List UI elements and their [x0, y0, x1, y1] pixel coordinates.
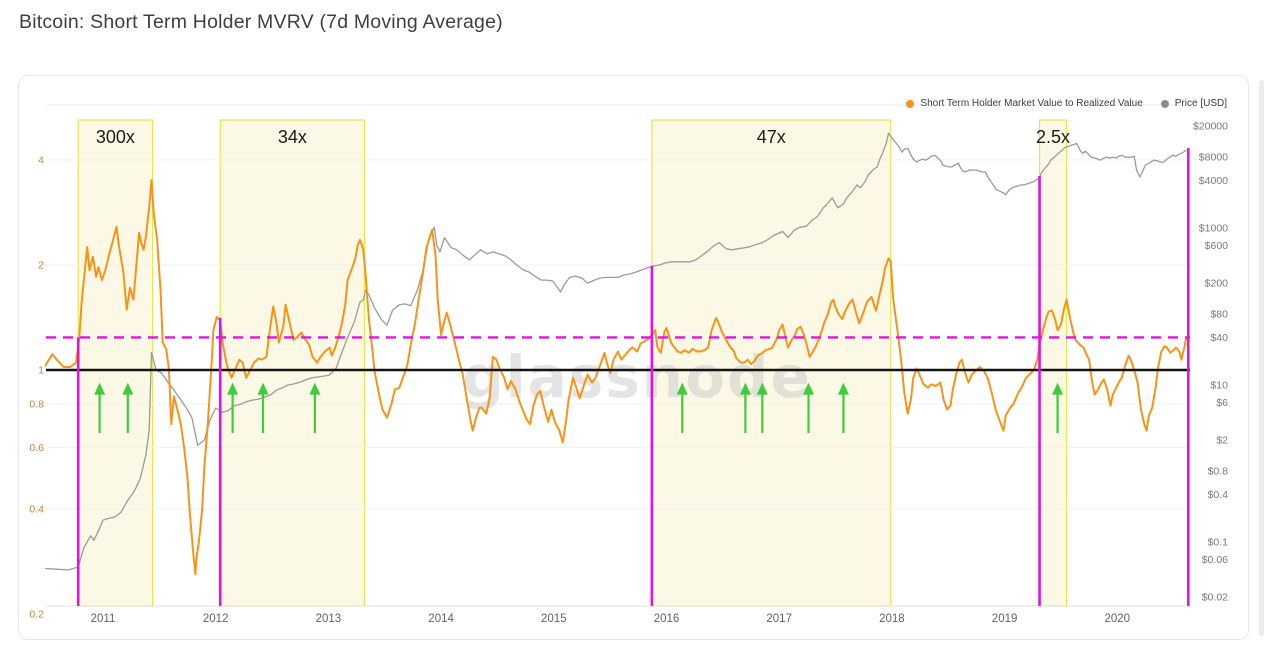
highlight-region-300x: [77, 119, 154, 607]
x-axis-tick: 2012: [203, 613, 229, 625]
right-axis-tick: $40: [1210, 332, 1228, 344]
x-axis-tick: 2017: [766, 613, 792, 625]
right-axis-tick: $0.4: [1208, 489, 1229, 501]
price-line: [44, 132, 1187, 571]
left-axis-tick: 0.6: [29, 442, 44, 454]
legend-dot-icon: [1160, 99, 1169, 108]
legend-label: Short Term Holder Market Value to Realiz…: [920, 98, 1143, 109]
buy-arrow-head: [756, 382, 768, 395]
right-axis-tick: $8000: [1199, 152, 1228, 164]
right-axis-tick: $0.02: [1202, 591, 1228, 603]
mvrv-line: [44, 179, 1187, 576]
buy-arrow-head: [803, 382, 815, 395]
vertical-scrollbar[interactable]: [1259, 80, 1264, 636]
region-label-34x: 34x: [278, 127, 307, 147]
left-axis-tick: 0.4: [29, 503, 44, 515]
right-axis-tick: $2: [1216, 434, 1228, 446]
legend-dot-icon: [906, 99, 915, 108]
right-axis-tick: $4000: [1199, 175, 1228, 187]
left-axis-tick: 0.8: [29, 398, 44, 410]
x-axis-tick: 2011: [91, 613, 116, 625]
x-axis-tick: 2018: [879, 613, 905, 625]
buy-arrow-head: [837, 382, 849, 395]
right-axis-tick: $0.06: [1202, 554, 1228, 566]
x-axis-tick: 2016: [654, 613, 680, 625]
left-axis-tick: 1: [38, 365, 44, 377]
x-axis-tick: 2019: [992, 613, 1018, 625]
left-axis-tick: 2: [38, 259, 44, 271]
x-axis-tick: 2015: [541, 613, 567, 625]
highlight-region-2.5x: [1038, 119, 1068, 607]
x-axis-tick: 2013: [316, 613, 342, 625]
highlight-region-47x: [651, 119, 892, 607]
legend-item-mvrv[interactable]: Short Term Holder Market Value to Realiz…: [906, 98, 1143, 109]
left-axis-tick: 0.2: [29, 608, 44, 620]
right-axis-tick: $10: [1210, 380, 1228, 392]
buy-arrow-head: [94, 382, 106, 395]
region-label-2.5x: 2.5x: [1036, 127, 1070, 147]
right-axis-tick: $20000: [1193, 120, 1228, 132]
left-axis-tick: 4: [38, 154, 44, 166]
right-axis-tick: $80: [1210, 309, 1228, 321]
legend: Short Term Holder Market Value to Realiz…: [906, 98, 1227, 109]
legend-label: Price [USD]: [1174, 98, 1227, 109]
right-axis-tick: $0.8: [1208, 466, 1229, 478]
right-axis-tick: $1000: [1199, 223, 1228, 235]
highlight-region-34x: [219, 119, 366, 607]
glassnode-watermark-logo: glassnode: [462, 343, 812, 411]
buy-arrow-head: [309, 382, 321, 395]
buy-arrow-head: [676, 382, 688, 395]
legend-item-price[interactable]: Price [USD]: [1160, 98, 1227, 109]
buy-arrow-head: [257, 382, 269, 395]
buy-arrow-head: [739, 382, 751, 395]
right-axis-tick: $200: [1205, 277, 1229, 289]
right-axis-tick: $0.1: [1208, 537, 1229, 549]
buy-arrow-head: [227, 382, 239, 395]
buy-arrow-head: [1052, 382, 1064, 395]
right-axis-tick: $600: [1205, 240, 1229, 252]
region-label-300x: 300x: [96, 127, 135, 147]
x-axis-tick: 2014: [428, 613, 454, 625]
right-axis-tick: $6: [1216, 397, 1228, 409]
x-axis-tick: 2020: [1105, 613, 1131, 625]
chart-title: Bitcoin: Short Term Holder MVRV (7d Movi…: [19, 11, 503, 33]
region-label-47x: 47x: [757, 127, 786, 147]
buy-arrow-head: [122, 382, 134, 395]
